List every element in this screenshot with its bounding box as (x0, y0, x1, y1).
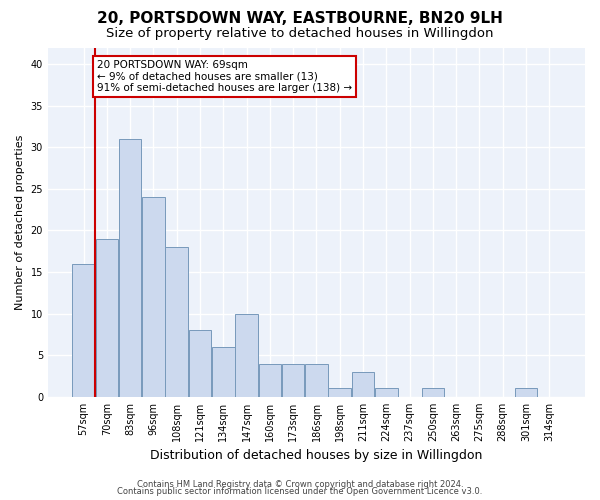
Text: 20, PORTSDOWN WAY, EASTBOURNE, BN20 9LH: 20, PORTSDOWN WAY, EASTBOURNE, BN20 9LH (97, 11, 503, 26)
Bar (212, 347, 235, 397)
Bar (259, 364, 281, 397)
Bar (142, 197, 165, 397)
Y-axis label: Number of detached properties: Number of detached properties (15, 134, 25, 310)
Bar (119, 139, 142, 397)
Bar (352, 372, 374, 397)
Bar (422, 388, 444, 397)
Text: Contains HM Land Registry data © Crown copyright and database right 2024.: Contains HM Land Registry data © Crown c… (137, 480, 463, 489)
Text: Contains public sector information licensed under the Open Government Licence v3: Contains public sector information licen… (118, 487, 482, 496)
Text: 20 PORTSDOWN WAY: 69sqm
← 9% of detached houses are smaller (13)
91% of semi-det: 20 PORTSDOWN WAY: 69sqm ← 9% of detached… (97, 60, 352, 93)
Bar (282, 364, 304, 397)
Bar (328, 388, 351, 397)
Bar (235, 314, 258, 397)
X-axis label: Distribution of detached houses by size in Willingdon: Distribution of detached houses by size … (150, 450, 482, 462)
Bar (95, 239, 118, 397)
Bar (166, 247, 188, 397)
Text: Size of property relative to detached houses in Willingdon: Size of property relative to detached ho… (106, 28, 494, 40)
Bar (73, 264, 95, 397)
Bar (189, 330, 211, 397)
Bar (375, 388, 398, 397)
Bar (515, 388, 538, 397)
Bar (305, 364, 328, 397)
